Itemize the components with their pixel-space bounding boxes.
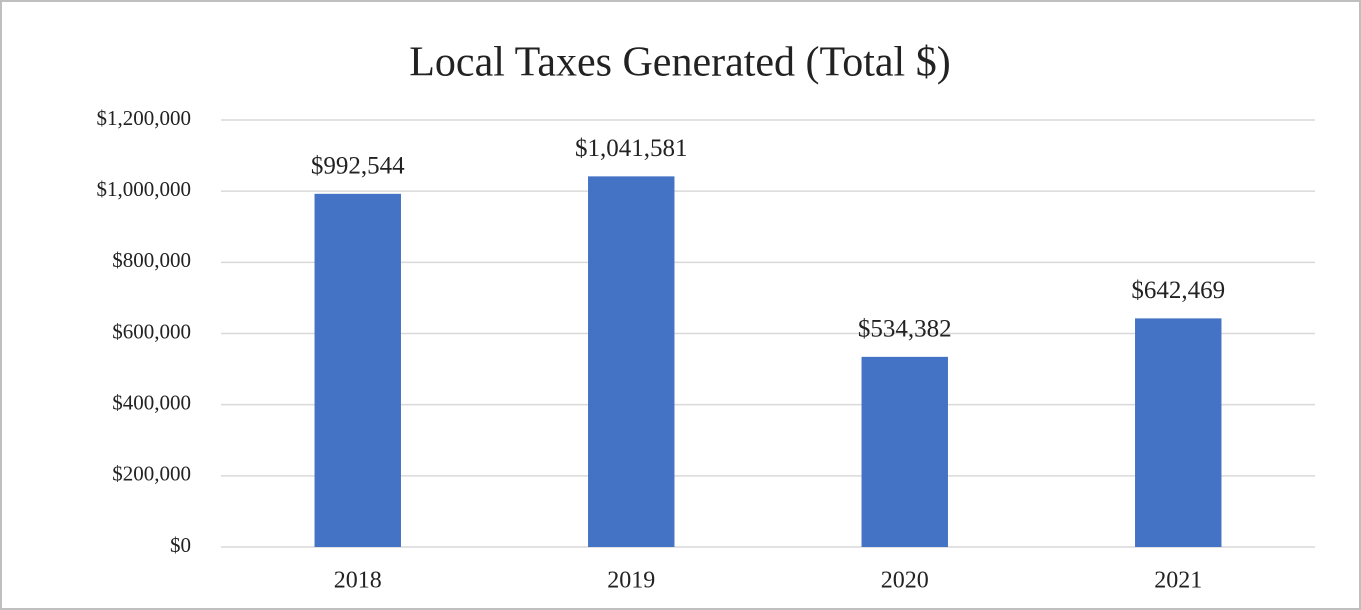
y-tick-label: $600,000 (112, 319, 191, 343)
y-tick-label: $0 (170, 533, 191, 557)
bar (314, 193, 401, 547)
x-tick-label: 2019 (607, 568, 655, 594)
y-tick-label: $1,000,000 (97, 177, 192, 201)
x-tick-label: 2020 (881, 568, 929, 594)
y-tick-label: $800,000 (112, 248, 191, 272)
bar (861, 356, 948, 547)
value-label: $642,469 (1131, 277, 1225, 304)
bar (1135, 318, 1222, 547)
y-tick-label: $400,000 (112, 390, 191, 414)
x-tick-label: 2021 (1154, 568, 1202, 594)
bar (588, 176, 675, 547)
value-label: $534,382 (858, 316, 952, 343)
value-label: $992,544 (311, 153, 405, 180)
y-tick-label: $1,200,000 (97, 106, 192, 130)
chart-title: Local Taxes Generated (Total $) (409, 40, 950, 86)
x-tick-label: 2018 (334, 568, 382, 594)
y-tick-label: $200,000 (112, 462, 191, 486)
value-label: $1,041,581 (575, 135, 688, 162)
